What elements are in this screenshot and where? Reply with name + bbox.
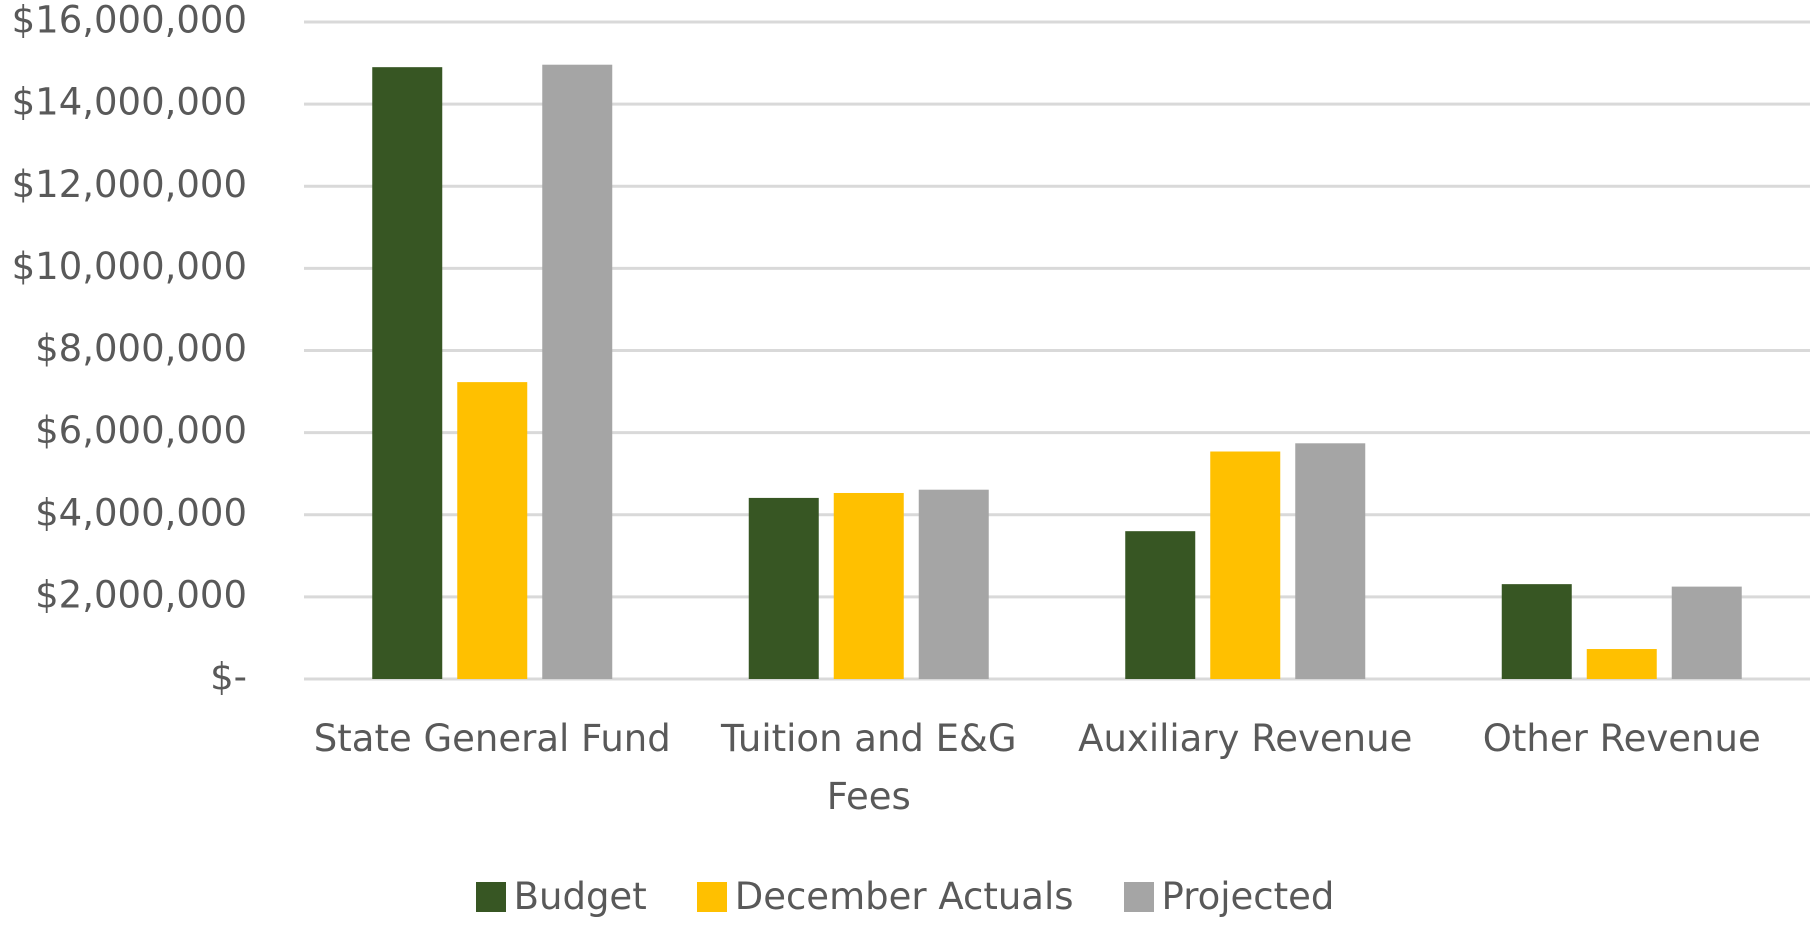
legend-label: December Actuals: [734, 875, 1074, 918]
bar: [1125, 531, 1196, 679]
x-tick-label: State General Fund: [313, 717, 671, 760]
x-tick-label: Other Revenue: [1482, 717, 1761, 760]
bar: [1586, 649, 1657, 679]
legend-item: Budget: [475, 875, 647, 918]
legend: Budget December Actuals Projected: [0, 875, 1810, 918]
y-tick-label: $6,000,000: [35, 409, 247, 452]
legend-item: December Actuals: [696, 875, 1074, 918]
y-tick-label: $14,000,000: [12, 81, 247, 124]
y-tick-label: $2,000,000: [35, 573, 247, 616]
legend-swatch: [475, 881, 506, 912]
y-tick-label: $12,000,000: [12, 163, 247, 206]
bar: [918, 489, 989, 679]
legend-swatch: [1123, 881, 1154, 912]
bar: [748, 497, 819, 679]
legend-item: Projected: [1123, 875, 1335, 918]
y-tick-label: $-: [210, 656, 247, 699]
y-tick-label: $10,000,000: [12, 245, 247, 288]
y-tick-label: $8,000,000: [35, 327, 247, 370]
bar: [1671, 586, 1742, 679]
y-tick-label: $16,000,000: [12, 0, 247, 42]
bar: [833, 492, 904, 679]
legend-label: Budget: [513, 875, 647, 918]
legend-label: Projected: [1161, 875, 1335, 918]
plot: $- $2,000,000 $4,000,000 $6,000,000 $8,000,0…: [12, 0, 1810, 699]
bar: [372, 67, 443, 679]
bar: [1210, 451, 1281, 679]
y-tick-label: $4,000,000: [35, 491, 247, 534]
legend-swatch: [696, 881, 727, 912]
bar: [542, 64, 613, 679]
x-tick-label: Tuition and E&G Fees: [720, 717, 1017, 818]
bar: [457, 382, 528, 679]
x-tick-label: Auxiliary Revenue: [1078, 717, 1413, 760]
bar: [1501, 584, 1572, 679]
bar: [1295, 443, 1366, 679]
